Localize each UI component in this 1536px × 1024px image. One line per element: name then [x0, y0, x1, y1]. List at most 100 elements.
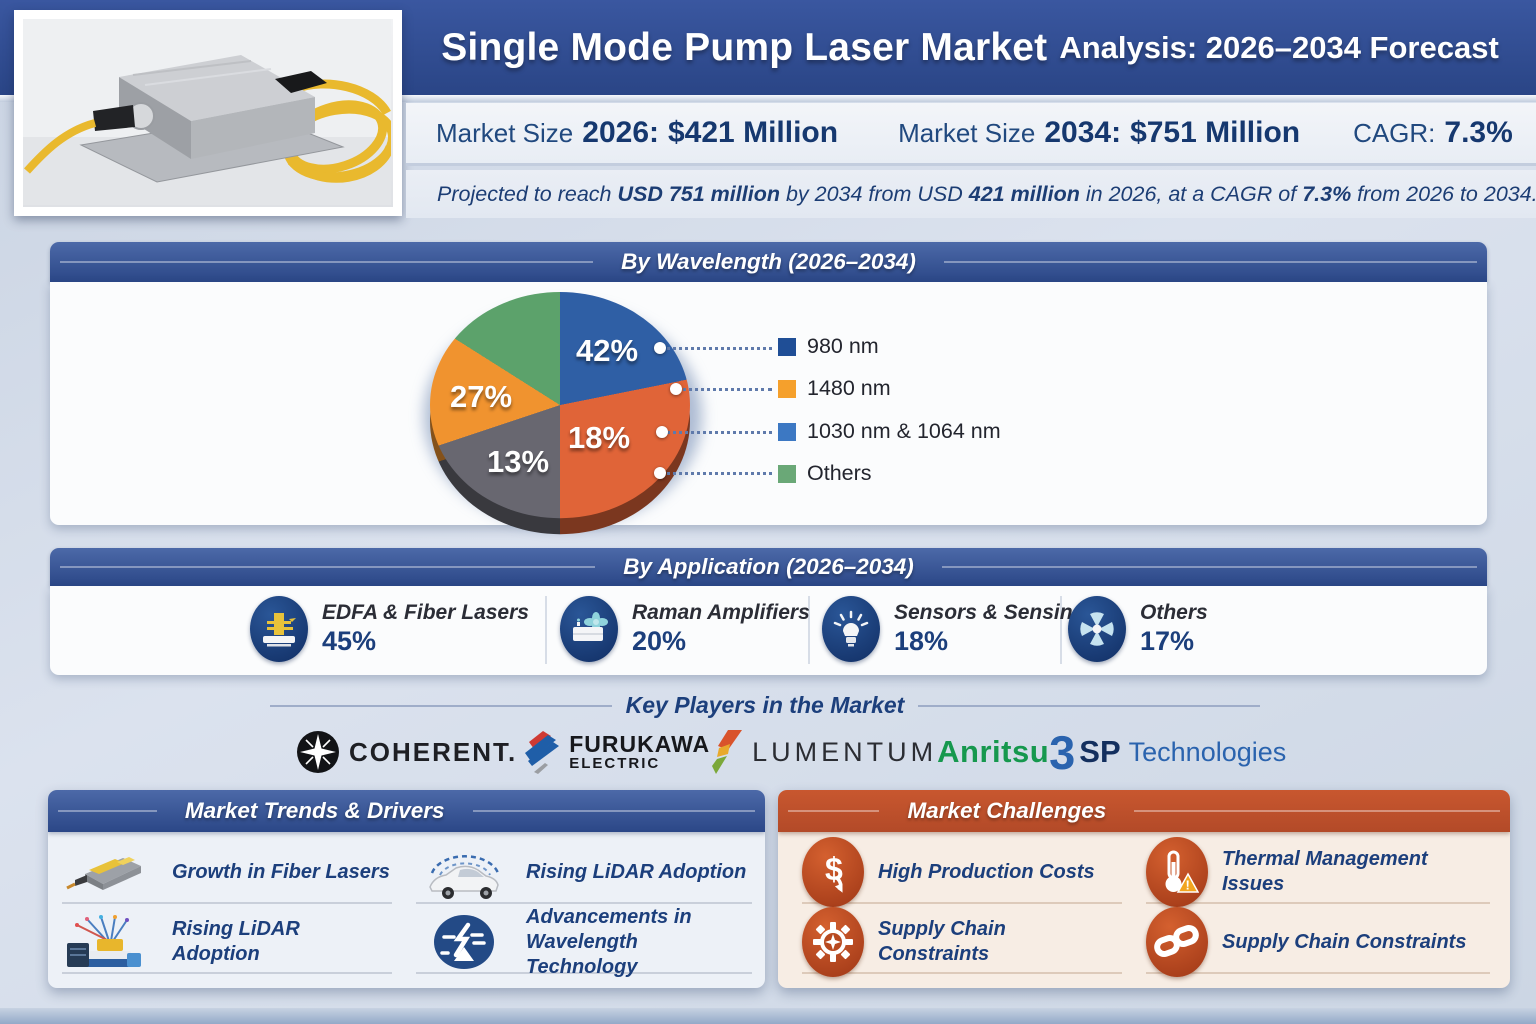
application-title: Raman Amplifiers [632, 600, 810, 624]
pie-label: 27% [450, 379, 513, 414]
application-item-raman: Raman Amplifiers 20% [560, 596, 810, 662]
furukawa-mark-icon [525, 731, 560, 774]
legend-item: 980 nm [778, 334, 879, 359]
laser-module-icon [62, 843, 158, 901]
threesp-digit: 3 [1049, 725, 1076, 779]
forecast-summary-text: Projected to reach USD 751 million by 20… [406, 170, 1536, 218]
application-divider [545, 596, 547, 664]
threesp-technologies: Technologies [1128, 736, 1287, 767]
summary-bold: USD 751 million [617, 181, 780, 206]
trend-title: Advancements in Wavelength Technology [526, 905, 692, 978]
furukawa-wordmark: FURUKAWA [569, 731, 711, 757]
challenge-title: Thermal Management Issues [1222, 848, 1428, 895]
legend-swatch-icon [778, 422, 796, 441]
application-item-edfa: EDFA & Fiber Lasers 45% [250, 596, 529, 662]
stat-cagr: CAGR: 7.3% [1323, 116, 1536, 150]
challenge-item-supply-chain: Supply Chain Constraints [1146, 907, 1490, 977]
wavelength-section-title: By Wavelength (2026–2034) [621, 249, 916, 274]
application-divider [1060, 596, 1062, 664]
decorative-line [60, 261, 594, 263]
decorative-line [788, 810, 880, 812]
trend-title: Rising LiDAR Adoption [172, 918, 300, 965]
coherent-starburst-icon [297, 731, 339, 773]
stat-value: $751 Million [1130, 116, 1301, 149]
summary-run: Projected to reach [437, 181, 618, 206]
trends-header-bar: Market Trends & Drivers [48, 790, 765, 832]
threesp-logo: 3 SP Technologies [1049, 729, 1286, 776]
gear-icon [802, 907, 864, 977]
application-title: EDFA & Fiber Lasers [322, 600, 529, 624]
pie-label-980nm: 42% [576, 333, 639, 368]
laser-module-illustration [23, 19, 393, 205]
challenge-item-thermal: ! Thermal Management Issues [1146, 837, 1490, 907]
sensor-bulb-icon [822, 596, 880, 662]
legend-item: 1480 nm [778, 376, 891, 401]
challenge-item-costs: $ High Production Costs [802, 837, 1122, 907]
header-edge-divider [0, 95, 1536, 102]
anritsu-logo: Anritsu [937, 734, 1049, 770]
decorative-line [58, 810, 157, 812]
key-players-logos: COHERENT. FURUKAWA ELECTRIC LUMENTUM [295, 722, 1286, 782]
application-percent: 20% [632, 625, 687, 656]
trend-item-wavelength-tech: Advancements in Wavelength Technology [416, 906, 752, 978]
lidar-car-icon [416, 843, 512, 901]
application-percent: 17% [1140, 625, 1195, 656]
summary-run: by 2034 from USD [779, 181, 969, 206]
lumentum-bolt-icon [712, 730, 743, 774]
furukawa-wordmark-2: ELECTRIC [569, 755, 661, 772]
legend-label: 1480 nm [807, 376, 891, 400]
decorative-line [943, 261, 1478, 263]
pie-chart [430, 292, 690, 519]
stat-label: Market Size [898, 118, 1036, 148]
trend-item-fiber-lasers: Growth in Fiber Lasers [62, 842, 392, 904]
stat-market-size-2034: Market Size 2034: $751 Million [868, 116, 1323, 150]
application-section-header: By Application (2026–2034) [50, 548, 1487, 586]
summary-bold: 7.3% [1302, 181, 1352, 206]
stat-year: 2034: [1044, 116, 1122, 149]
anritsu-wordmark: Anritsu [937, 734, 1050, 769]
application-item-others: Others 17% [1068, 596, 1208, 662]
wavelength-section-header: By Wavelength (2026–2034) [50, 242, 1487, 282]
key-players-title: Key Players in the Market [625, 692, 905, 718]
summary-bold: 421 million [968, 181, 1080, 206]
legend-label: Others [807, 461, 872, 485]
legend-label: 1030 nm & 1064 nm [807, 419, 1001, 443]
lumentum-logo: LUMENTUM [710, 728, 937, 776]
legend-swatch-icon [778, 379, 796, 398]
pie-label: 13% [487, 444, 550, 479]
application-divider [808, 596, 810, 664]
decorative-line [918, 704, 1260, 707]
bottom-strip [0, 1008, 1536, 1024]
application-section-title: By Application (2026–2034) [623, 554, 914, 579]
trends-panel: Market Trends & Drivers Growth in Fiber … [48, 790, 765, 988]
challenge-item-supply-gear: Supply Chain Constraints [802, 907, 1122, 977]
stat-market-size-2026: Market Size 2026: $421 Million [406, 116, 868, 150]
leader-line [654, 342, 772, 354]
wavelength-tech-icon [416, 913, 512, 971]
key-players-header: Key Players in the Market [270, 692, 1260, 719]
summary-run: in 2026, at a CAGR of [1079, 181, 1303, 206]
application-item-sensors: Sensors & Sensing 18% [822, 596, 1085, 662]
trend-item-lidar-car: Rising LiDAR Adoption [416, 842, 752, 904]
thermometer-warning-icon: ! [1146, 837, 1208, 907]
page-title-suffix: Analysis: 2026–2034 Forecast [1059, 29, 1499, 65]
decorative-line [270, 704, 612, 707]
challenge-title: Supply Chain Constraints [1222, 930, 1467, 953]
application-title: Sensors & Sensing [894, 600, 1086, 624]
trend-item-lidar-fiber: Rising LiDAR Adoption [62, 912, 392, 974]
page-title-row: Single Mode Pump Laser Market Analysis: … [420, 0, 1520, 95]
dollar-cost-icon: $ [802, 837, 864, 907]
decorative-line [472, 810, 755, 812]
legend-swatch-icon [778, 337, 796, 356]
decorative-line [60, 566, 596, 568]
pump-laser-module-image [23, 19, 393, 207]
product-photo-frame [14, 10, 402, 216]
fan-icon [1068, 596, 1126, 662]
coherent-wordmark: COHERENT. [349, 736, 518, 767]
stat-label: CAGR: [1353, 118, 1436, 148]
summary-run: from 2026 to 2034. [1351, 181, 1536, 206]
trend-title: Growth in Fiber Lasers [172, 860, 390, 883]
fiber-optic-sparks-icon [62, 913, 158, 971]
legend-label: 980 nm [807, 334, 879, 358]
